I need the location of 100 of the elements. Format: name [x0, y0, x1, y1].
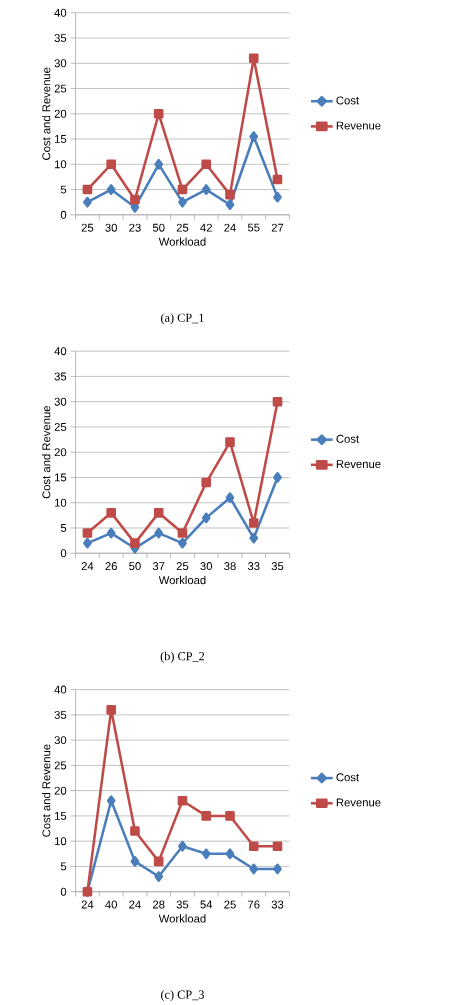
- point: [106, 184, 116, 195]
- x-axis-title: Workload: [158, 914, 206, 923]
- point: [82, 196, 92, 208]
- y-tick-label: 15: [54, 473, 67, 482]
- point: [201, 477, 211, 488]
- y-tick-label: 20: [54, 786, 67, 795]
- x-axis-title: Workload: [158, 237, 206, 246]
- point: [153, 856, 164, 867]
- legend-label: Cost: [336, 96, 359, 105]
- x-tick-label: 24: [81, 562, 94, 570]
- x-tick-label: 42: [200, 223, 212, 232]
- y-tick-label: 10: [54, 837, 67, 846]
- point: [106, 508, 116, 518]
- y-tick-label: 0: [60, 549, 67, 558]
- x-tick-label: 50: [129, 562, 141, 571]
- point: [177, 795, 188, 806]
- x-tick-label: 30: [105, 223, 117, 232]
- text: (b) CP_2: [160, 651, 205, 663]
- y-tick-label: 35: [54, 34, 67, 42]
- point: [201, 159, 211, 170]
- point: [130, 826, 140, 836]
- x-tick-label: 28: [152, 900, 165, 909]
- x-tick-label: 25: [176, 223, 189, 232]
- point: [106, 795, 116, 807]
- point: [130, 855, 140, 867]
- point: [225, 437, 235, 447]
- x-axis-title: Workload: [158, 575, 206, 585]
- point: [82, 184, 93, 195]
- y-tick-label: 5: [60, 185, 67, 194]
- x-tick-label: 40: [105, 900, 117, 909]
- y-tick-label: 5: [60, 524, 67, 532]
- point: [177, 184, 188, 195]
- point: [106, 527, 116, 539]
- point: [249, 863, 259, 875]
- point: [225, 189, 235, 200]
- point: [82, 537, 92, 549]
- point: [225, 492, 235, 504]
- y-tick-label: 0: [60, 887, 67, 896]
- point: [178, 840, 187, 852]
- point: [201, 512, 211, 524]
- legend-label: Revenue: [336, 798, 381, 807]
- y-tick-label: 25: [54, 422, 67, 431]
- point: [154, 158, 163, 170]
- x-tick-label: 37: [152, 562, 165, 571]
- point: [130, 194, 140, 205]
- x-tick-label: 50: [152, 223, 165, 232]
- legend-label: Revenue: [336, 460, 381, 468]
- y-tick-label: 15: [54, 811, 67, 820]
- y-tick-label: 10: [54, 498, 67, 507]
- point: [106, 705, 116, 715]
- x-tick-label: 55: [247, 223, 260, 232]
- point: [249, 532, 259, 544]
- x-tick-label: 26: [105, 562, 117, 571]
- point: [178, 537, 187, 549]
- y-tick-label: 35: [54, 710, 67, 719]
- point: [153, 508, 164, 518]
- x-tick-label: 23: [129, 223, 141, 232]
- x-tick-label: 25: [81, 223, 94, 232]
- x-tick-label: 33: [271, 900, 284, 909]
- y-tick-label: 40: [54, 685, 67, 694]
- point: [130, 538, 140, 548]
- y-axis-title: Cost and Revenue: [41, 406, 51, 499]
- legend-label: Revenue: [336, 121, 381, 130]
- y-tick-label: 30: [54, 397, 67, 406]
- y-axis-title: Cost and Revenue: [41, 744, 51, 837]
- point: [178, 196, 187, 208]
- x-tick-label: 25: [176, 562, 189, 571]
- point: [153, 108, 164, 119]
- x-tick-label: 54: [200, 900, 213, 909]
- x-tick-label: 38: [224, 562, 236, 571]
- point: [201, 811, 211, 821]
- y-tick-label: 30: [54, 59, 67, 68]
- text: (a) CP_1: [160, 313, 204, 325]
- x-tick-label: 25: [224, 900, 236, 909]
- y-tick-label: 35: [54, 372, 67, 381]
- point: [177, 528, 188, 538]
- x-tick-label: 76: [247, 900, 260, 909]
- y-tick-label: 15: [54, 135, 67, 143]
- point: [272, 396, 283, 407]
- point: [273, 472, 282, 483]
- point: [82, 528, 93, 538]
- point: [272, 174, 283, 185]
- x-tick-label: 33: [247, 562, 260, 571]
- x-tick-label: 35: [271, 562, 284, 571]
- y-tick-label: 10: [54, 160, 67, 169]
- y-tick-label: 5: [60, 862, 67, 871]
- x-tick-label: 24: [129, 900, 141, 909]
- legend-label: Cost: [336, 434, 359, 443]
- y-tick-label: 25: [54, 761, 67, 770]
- point: [225, 199, 235, 211]
- point: [273, 191, 282, 203]
- y-tick-label: 20: [54, 448, 67, 457]
- y-tick-label: 30: [54, 736, 67, 745]
- point: [106, 159, 116, 170]
- y-tick-label: 0: [60, 210, 67, 219]
- y-tick-label: 40: [54, 347, 67, 356]
- legend-label: Cost: [336, 773, 359, 782]
- point: [248, 841, 259, 852]
- point: [248, 518, 259, 528]
- point: [225, 848, 235, 860]
